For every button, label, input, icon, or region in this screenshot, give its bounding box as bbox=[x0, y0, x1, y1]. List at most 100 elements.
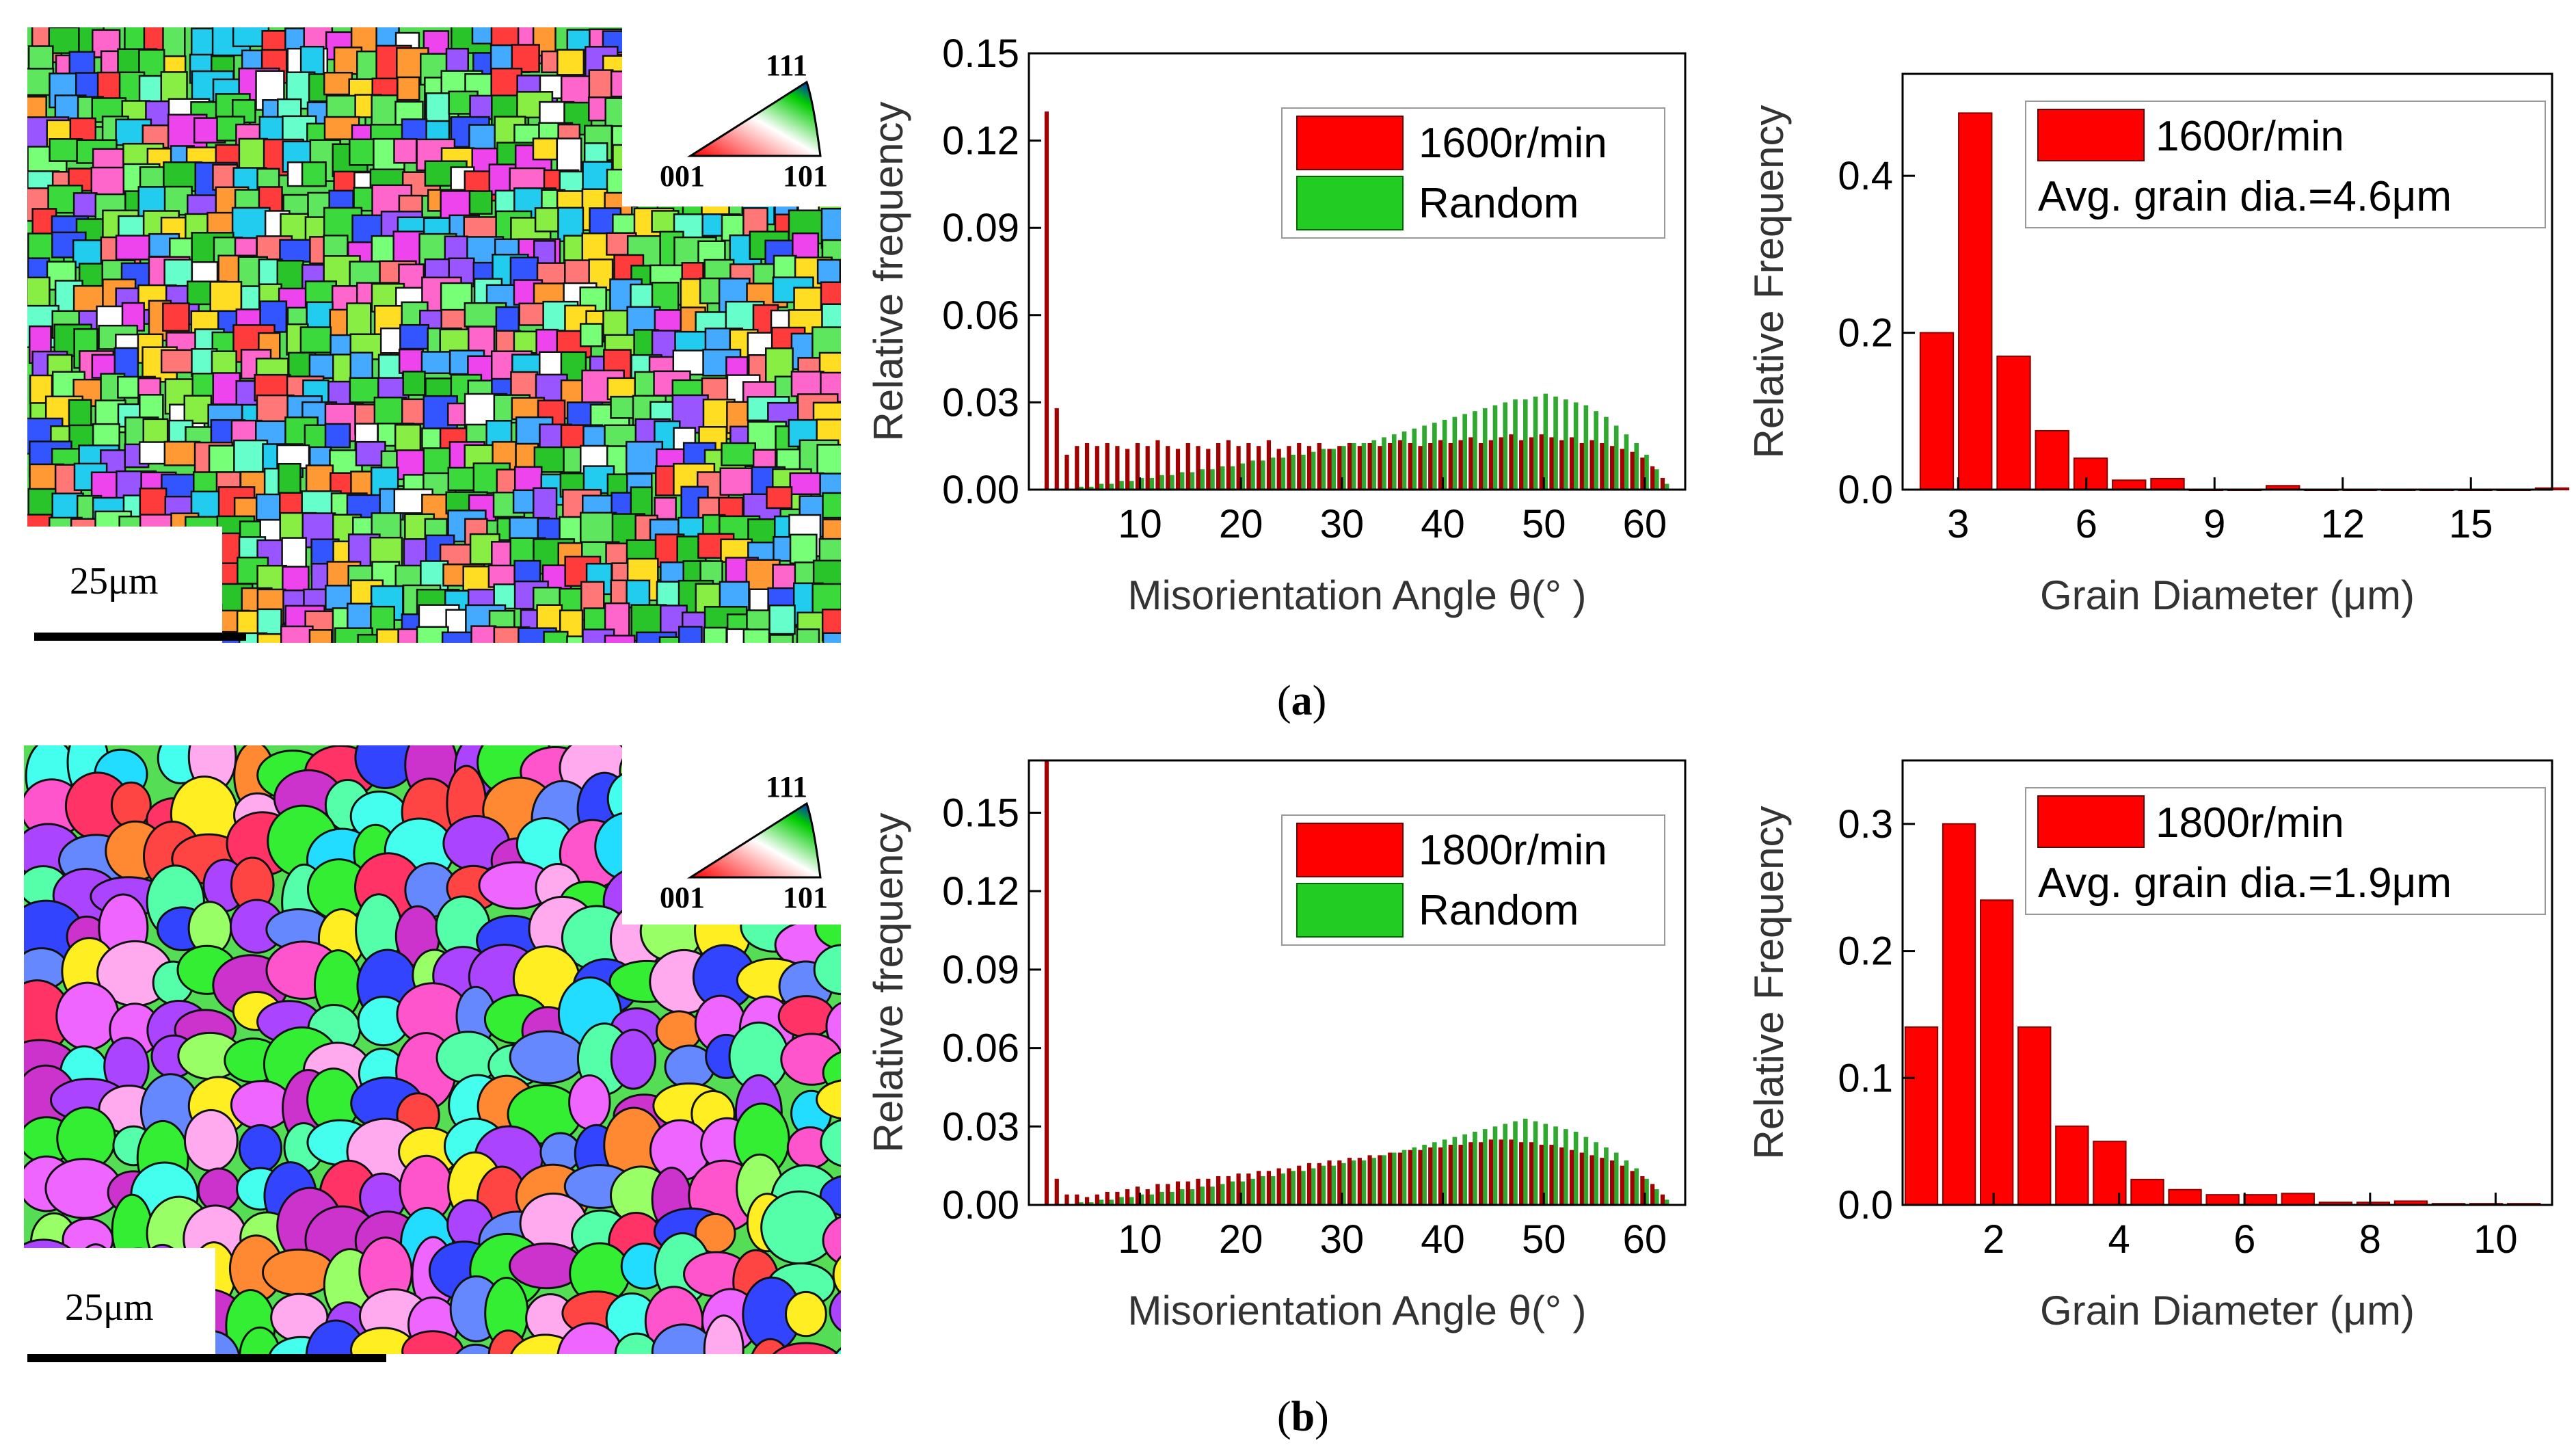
ebsd-map-b: 111 001 101 25μm bbox=[21, 739, 848, 1362]
x-tick-label-a-grain: 9 bbox=[2203, 502, 2225, 546]
measured-bar-a bbox=[1166, 446, 1170, 490]
random-bar-a bbox=[1200, 469, 1205, 490]
measured-bar-a bbox=[1266, 440, 1272, 490]
grain-a bbox=[399, 323, 430, 350]
measured-bar-a bbox=[1287, 446, 1291, 490]
measured-bar-b bbox=[1317, 1163, 1321, 1205]
grain-a bbox=[416, 626, 449, 643]
random-bar-a bbox=[1371, 440, 1377, 490]
measured-bar-a bbox=[1468, 437, 1473, 490]
measured-bar-a bbox=[1630, 451, 1635, 490]
random-bar-a bbox=[1401, 431, 1407, 490]
ipf-label-111-a: 111 bbox=[766, 49, 807, 82]
grain-a bbox=[402, 371, 426, 396]
grain-a bbox=[556, 137, 582, 176]
measured-bar-b bbox=[1044, 760, 1049, 1205]
measured-bar-b bbox=[1125, 1189, 1130, 1205]
random-bar-a bbox=[1250, 460, 1255, 490]
y-tick-label-a-grain: 0.0 bbox=[1838, 468, 1893, 512]
measured-bar-a bbox=[1529, 437, 1534, 490]
x-axis-label-a-grain: Grain Diameter (μm) bbox=[2040, 572, 2415, 618]
random-bar-a bbox=[1543, 393, 1548, 490]
grain-a bbox=[766, 486, 793, 509]
measured-bar-a bbox=[1559, 440, 1564, 490]
measured-bar-a bbox=[1539, 434, 1544, 490]
measured-bar-b bbox=[1499, 1139, 1503, 1205]
x-tick-label-b: 20 bbox=[1219, 1217, 1263, 1262]
grain-b bbox=[239, 1326, 281, 1354]
grain-a bbox=[324, 423, 351, 449]
measured-bar-a bbox=[1519, 440, 1524, 490]
random-bar-b bbox=[1170, 1191, 1175, 1205]
grain-a bbox=[212, 372, 241, 406]
measured-bar-b bbox=[1064, 1194, 1069, 1205]
grain-a bbox=[768, 605, 796, 635]
random-bar-a bbox=[1604, 416, 1609, 490]
measured-bar-a bbox=[1650, 466, 1655, 490]
y-axis-label-a-grain: Relative Frequency bbox=[1746, 105, 1792, 459]
measured-bar-b bbox=[1408, 1150, 1412, 1205]
x-tick-label-b-grain: 6 bbox=[2233, 1217, 2255, 1262]
random-bar-b bbox=[1624, 1160, 1629, 1205]
grain-b bbox=[610, 1028, 657, 1090]
measured-bar-a bbox=[1206, 449, 1211, 490]
measured-bar-b bbox=[1327, 1160, 1332, 1205]
measured-bar-b bbox=[1458, 1145, 1463, 1205]
measured-bar-b bbox=[1630, 1171, 1635, 1205]
plot-frame-b-grain bbox=[1901, 759, 2553, 1206]
random-bar-b bbox=[1260, 1176, 1265, 1205]
grain-size-bar-a bbox=[2150, 477, 2185, 491]
grain-a bbox=[822, 492, 841, 519]
random-bar-b bbox=[1230, 1181, 1235, 1205]
y-tick-label-b-grain: 0.2 bbox=[1838, 929, 1893, 974]
random-bar-b bbox=[1442, 1139, 1447, 1205]
x-tick-label-a: 50 bbox=[1522, 502, 1566, 546]
y-tick-label-b: 0.03 bbox=[942, 1104, 1019, 1149]
measured-bar-a bbox=[1397, 440, 1403, 490]
random-bar-b bbox=[1522, 1118, 1528, 1205]
grain-b bbox=[568, 1074, 611, 1130]
random-bar-b bbox=[1503, 1124, 1508, 1205]
ebsd-map-a: 111 001 101 25μm bbox=[27, 27, 848, 643]
grain-a bbox=[27, 276, 51, 308]
measured-bar-a bbox=[1347, 442, 1352, 490]
grain-size-bar-b bbox=[2017, 1026, 2052, 1206]
measured-bar-b bbox=[1166, 1184, 1170, 1205]
scale-bar-label-a: 25μm bbox=[70, 560, 159, 602]
grain-a bbox=[658, 636, 700, 643]
measured-bar-a bbox=[1408, 442, 1412, 490]
random-bar-b bbox=[1341, 1163, 1346, 1205]
random-bar-b bbox=[1159, 1191, 1164, 1205]
random-bar-a bbox=[1391, 434, 1397, 490]
grain-a bbox=[398, 348, 424, 374]
measured-bar-b bbox=[1115, 1191, 1120, 1205]
grain-b bbox=[835, 1347, 841, 1354]
grain-a bbox=[721, 442, 756, 466]
grain-size-bar-a bbox=[2073, 457, 2108, 491]
measured-bar-b bbox=[1095, 1194, 1099, 1205]
measured-bar-a bbox=[1125, 449, 1130, 490]
random-bar-a bbox=[1533, 396, 1538, 490]
grain-b bbox=[509, 1030, 587, 1085]
caption-a-letter: a bbox=[1291, 678, 1313, 724]
grain-a bbox=[468, 190, 493, 215]
random-bar-a bbox=[1260, 460, 1265, 490]
random-bar-a bbox=[1422, 425, 1427, 490]
random-bar-b bbox=[1351, 1160, 1356, 1205]
ipf-label-101-b: 101 bbox=[783, 881, 828, 914]
grain-a bbox=[773, 254, 797, 280]
grain-size-bar-b bbox=[2055, 1125, 2089, 1206]
measured-bar-a bbox=[1640, 457, 1645, 490]
grain-size-bar-a bbox=[1996, 355, 2031, 491]
ipf-label-001-a: 001 bbox=[660, 159, 705, 193]
grain-a bbox=[355, 440, 386, 466]
measured-bar-a bbox=[1620, 449, 1624, 490]
measured-bar-a bbox=[1185, 442, 1190, 490]
measured-bar-b bbox=[1105, 1191, 1110, 1205]
x-tick-label-a: 40 bbox=[1421, 502, 1465, 546]
grain-a bbox=[532, 137, 558, 161]
grain-size-bar-b bbox=[2093, 1141, 2127, 1206]
legend-label-random-a: Random bbox=[1419, 180, 1579, 227]
measured-bar-b bbox=[1579, 1152, 1584, 1205]
grain-a bbox=[789, 472, 824, 495]
